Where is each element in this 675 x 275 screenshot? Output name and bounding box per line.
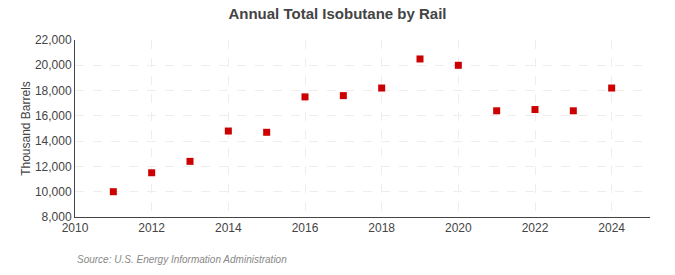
svg-text:10,000: 10,000 [35, 185, 72, 199]
svg-text:Annual Total Isobutane by Rail: Annual Total Isobutane by Rail [228, 5, 446, 22]
svg-text:Source: U.S. Energy Informatio: Source: U.S. Energy Information Administ… [77, 254, 287, 265]
svg-text:2018: 2018 [368, 221, 395, 235]
svg-text:20,000: 20,000 [35, 58, 72, 72]
svg-text:16,000: 16,000 [35, 109, 72, 123]
svg-text:Thousand Barrels: Thousand Barrels [19, 81, 33, 176]
svg-text:18,000: 18,000 [35, 84, 72, 98]
svg-text:2010: 2010 [62, 221, 89, 235]
svg-text:2022: 2022 [522, 221, 549, 235]
svg-text:2024: 2024 [598, 221, 625, 235]
svg-text:14,000: 14,000 [35, 134, 72, 148]
svg-text:2020: 2020 [445, 221, 472, 235]
svg-text:2016: 2016 [292, 221, 319, 235]
svg-text:12,000: 12,000 [35, 160, 72, 174]
svg-text:2014: 2014 [215, 221, 242, 235]
svg-text:2012: 2012 [138, 221, 165, 235]
svg-text:22,000: 22,000 [35, 33, 72, 47]
svg-text:8,000: 8,000 [42, 210, 72, 224]
